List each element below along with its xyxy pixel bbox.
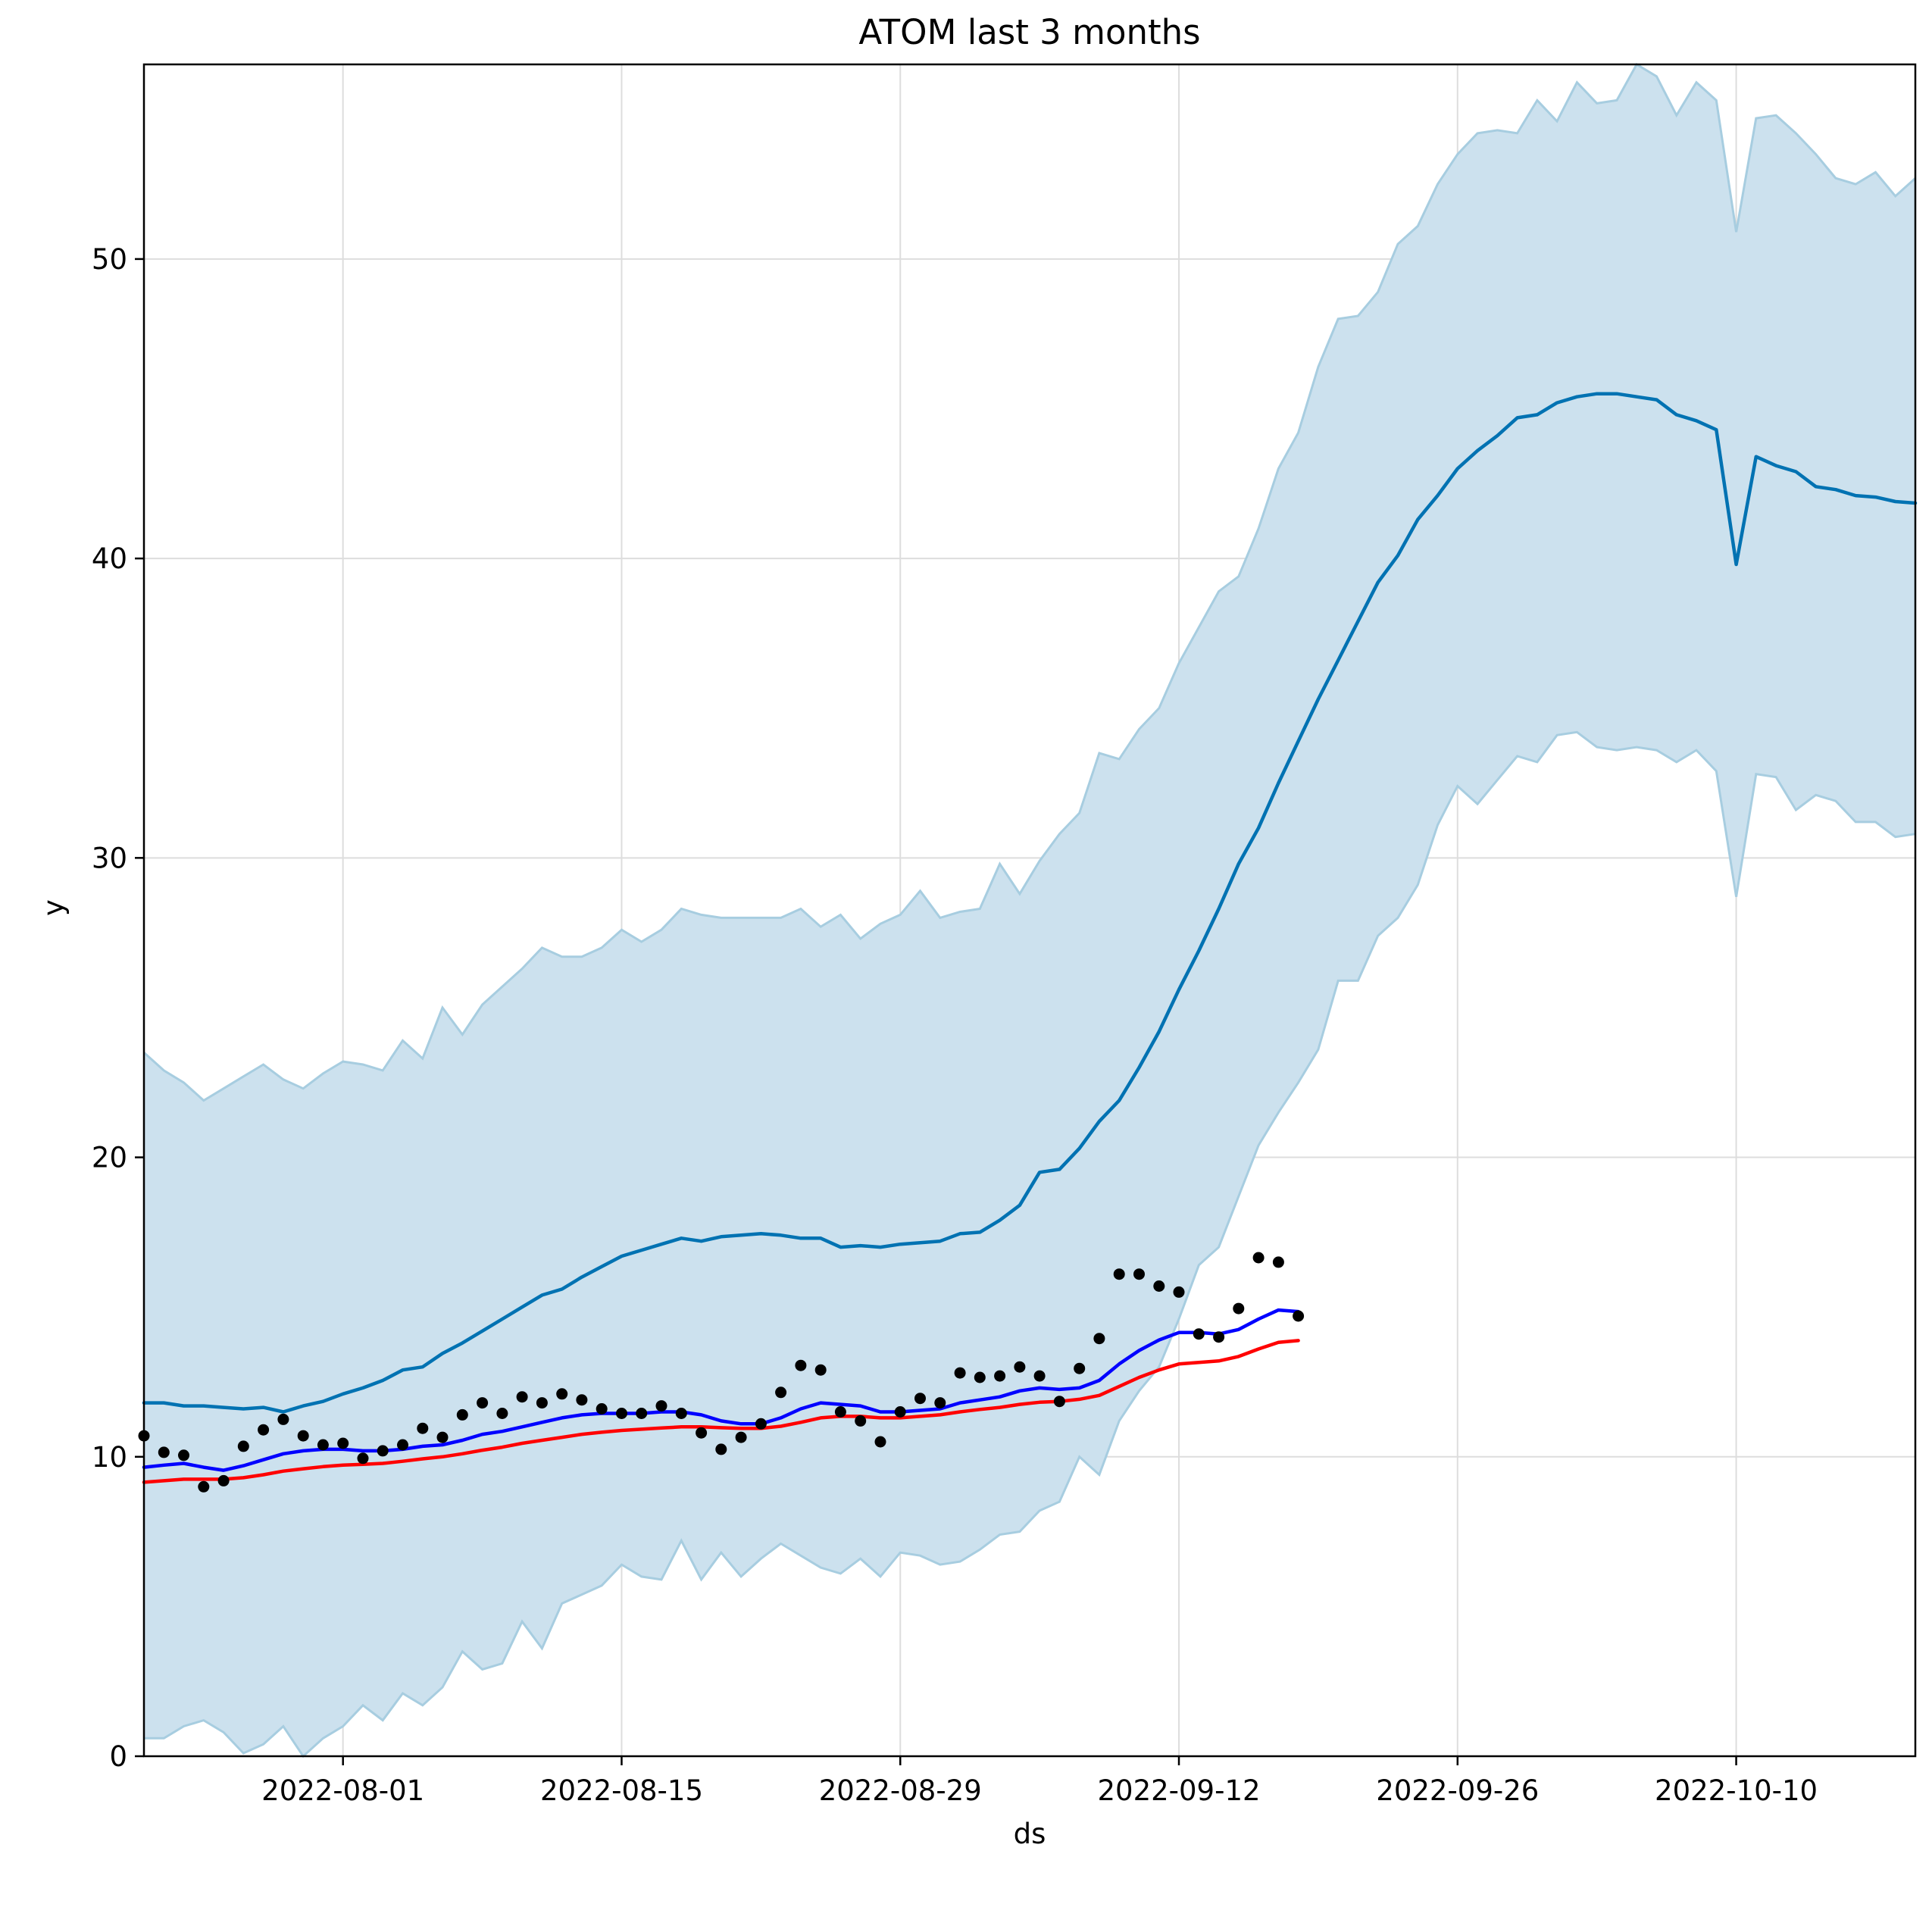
x-tick-label: 2022-08-01 [261,1774,424,1807]
data-point [1113,1268,1125,1280]
data-point [795,1359,807,1371]
data-point [755,1418,767,1430]
x-tick-label: 2022-09-12 [1098,1774,1261,1807]
data-point [377,1445,389,1457]
data-point [158,1446,170,1458]
data-point [1093,1333,1105,1345]
data-point [576,1394,588,1406]
data-point [456,1408,468,1421]
data-point [217,1474,230,1487]
data-point [675,1408,687,1419]
data-point [536,1397,548,1409]
data-point [317,1439,329,1451]
data-point [1233,1302,1245,1315]
data-point [974,1371,986,1383]
data-point [436,1431,449,1443]
data-point [994,1370,1006,1382]
data-point [397,1439,408,1451]
data-point [735,1431,747,1443]
y-tick-label: 0 [109,1740,127,1773]
data-point [516,1391,528,1403]
y-tick-label: 30 [92,842,127,874]
data-point [496,1408,508,1419]
data-point [1252,1252,1265,1264]
data-point [1014,1361,1026,1373]
data-point [1272,1256,1284,1268]
data-point [1133,1268,1145,1280]
data-point [1173,1286,1185,1298]
y-tick-label: 50 [92,243,127,276]
data-point [297,1430,309,1442]
data-point [258,1424,270,1436]
data-point [636,1408,648,1419]
data-point [715,1443,727,1455]
x-tick-label: 2022-09-26 [1376,1774,1539,1807]
data-point [655,1400,667,1412]
y-axis-label: y [37,899,70,916]
data-point [1153,1280,1165,1292]
forecast-line [142,392,1918,1414]
data-point [814,1364,827,1376]
data-point [198,1480,210,1493]
data-point [1293,1310,1305,1322]
data-point [616,1408,627,1419]
data-point [556,1388,568,1400]
x-axis-label: ds [1014,1818,1046,1850]
red-series-line [142,1339,1300,1484]
blue-series-line [142,1308,1300,1472]
chart-title: ATOM last 3 months [858,12,1200,52]
data-point [237,1440,249,1452]
data-point [775,1386,787,1399]
data-point [1193,1328,1205,1340]
x-tick-label: 2022-08-15 [540,1774,703,1807]
x-tick-label: 2022-10-10 [1655,1774,1818,1807]
data-point [954,1367,966,1379]
data-point [277,1413,289,1425]
data-point [914,1393,926,1405]
uncertainty-lower-edge [144,730,1916,1758]
data-point [1033,1370,1046,1382]
data-point [1053,1396,1065,1408]
uncertainty-upper-edge [142,62,1917,1102]
y-tick-label: 20 [92,1142,127,1174]
uncertainty-band [144,64,1915,1756]
plot-frame [142,63,1917,1758]
data-point [855,1415,867,1427]
x-tick-label: 2022-08-29 [819,1774,982,1807]
data-point [337,1437,349,1449]
y-tick-label: 10 [92,1441,127,1474]
data-point [417,1422,429,1434]
data-point [178,1449,189,1462]
data-point [874,1436,886,1448]
data-point [1213,1331,1225,1343]
data-point [934,1397,946,1409]
plot-area: 2022-08-01 2022-08-15 2022-08-29 2022-09-12… [92,62,1918,1807]
y-tick-label: 40 [92,542,127,575]
data-point [596,1403,608,1415]
data-point [696,1427,708,1439]
data-point [477,1397,489,1409]
data-point [357,1452,369,1465]
data-point [834,1406,846,1418]
data-point [1074,1362,1086,1374]
data-point [894,1406,906,1418]
